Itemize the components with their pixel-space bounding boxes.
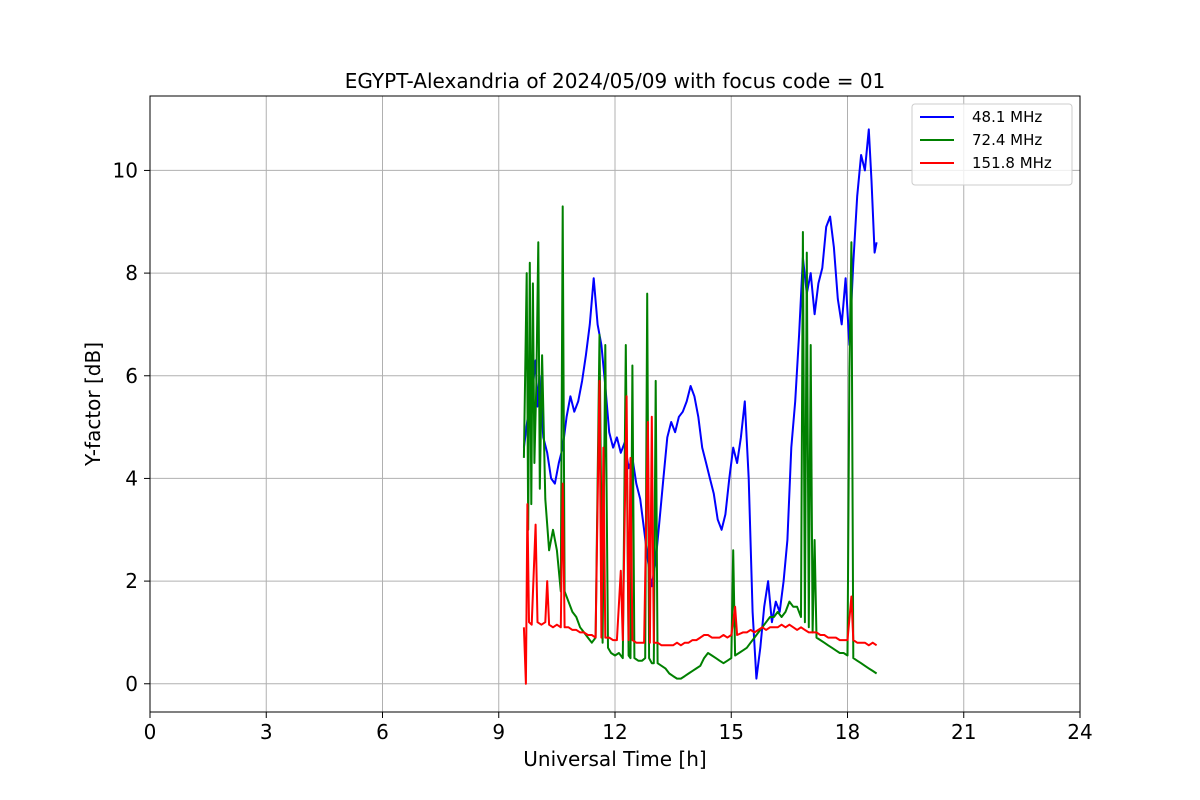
y-tick-label: 2 — [125, 569, 138, 593]
x-tick-label: 12 — [602, 720, 627, 744]
x-tick-label: 24 — [1067, 720, 1092, 744]
legend: 48.1 MHz 72.4 MHz 151.8 MHz — [911, 103, 1073, 186]
y-tick-label: 8 — [125, 261, 138, 285]
y-tick-label: 0 — [125, 672, 138, 696]
x-tick-label: 0 — [144, 720, 157, 744]
x-tick-label: 21 — [951, 720, 976, 744]
x-tick-label: 18 — [835, 720, 860, 744]
legend-label: 72.4 MHz — [972, 131, 1042, 149]
y-axis-title: Y-factor [dB] — [81, 342, 105, 467]
series-layer — [522, 128, 878, 685]
chart-title: EGYPT-Alexandria of 2024/05/09 with focu… — [345, 69, 886, 93]
series-line-2 — [522, 205, 878, 680]
x-tick-label: 3 — [260, 720, 273, 744]
x-tick-label: 9 — [492, 720, 505, 744]
legend-box — [911, 103, 1073, 186]
legend-label: 151.8 MHz — [972, 154, 1052, 172]
x-tick-label: 6 — [376, 720, 389, 744]
legend-label: 48.1 MHz — [972, 108, 1042, 126]
x-tick-label: 15 — [719, 720, 744, 744]
series-line-3 — [522, 379, 878, 685]
series-line-1 — [522, 128, 878, 680]
y-tick-label: 4 — [125, 466, 138, 490]
y-tick-label: 6 — [125, 364, 138, 388]
y-tick-label: 10 — [113, 158, 138, 182]
x-axis-title: Universal Time [h] — [523, 747, 706, 771]
